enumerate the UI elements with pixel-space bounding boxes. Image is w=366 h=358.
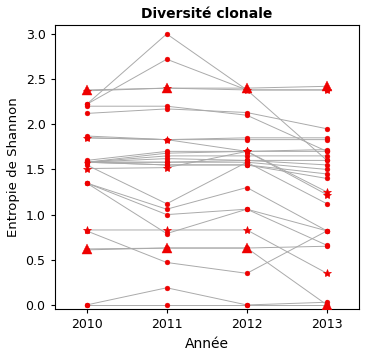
Y-axis label: Entropie de Shannon: Entropie de Shannon xyxy=(7,97,20,237)
X-axis label: Année: Année xyxy=(185,337,229,351)
Title: Diversité clonale: Diversité clonale xyxy=(141,7,272,21)
